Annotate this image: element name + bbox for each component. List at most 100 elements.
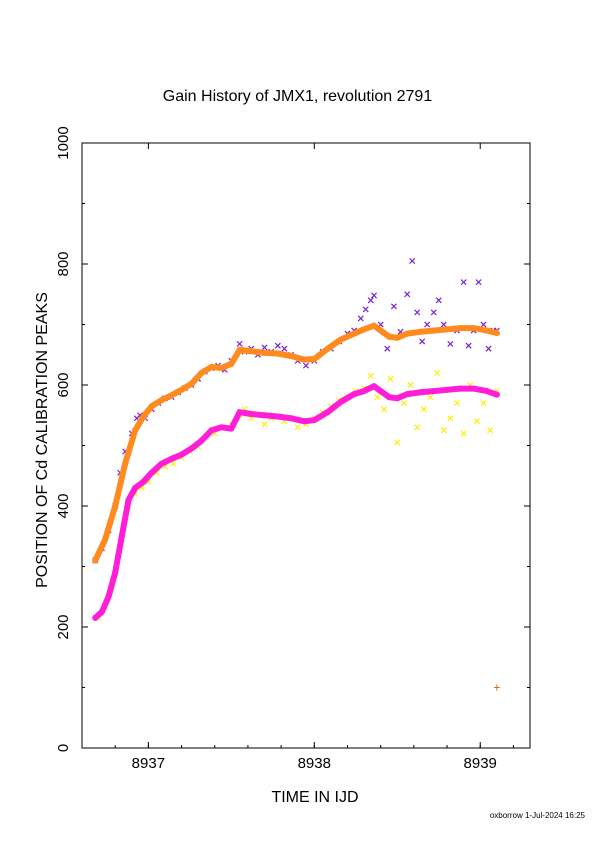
- data-point: [301, 418, 308, 425]
- data-point: [407, 381, 414, 389]
- data-point: [132, 427, 139, 434]
- x-tick-label: 8939: [464, 755, 497, 772]
- data-point: [390, 303, 397, 310]
- data-point: [409, 257, 416, 264]
- x-tick-label: 8938: [298, 755, 331, 772]
- data-point: [460, 279, 467, 286]
- y-tick-label: 1000: [55, 126, 72, 159]
- data-point: [414, 309, 421, 316]
- data-point: [371, 322, 378, 329]
- x-axis-label: TIME IN IJD: [271, 789, 359, 806]
- data-point: [324, 345, 331, 352]
- data-point: [248, 411, 255, 418]
- data-point: [236, 346, 243, 353]
- data-point: [288, 415, 295, 422]
- data-point: [430, 309, 437, 316]
- data-point: [457, 385, 464, 392]
- data-point: [105, 593, 112, 600]
- data-point: [440, 321, 447, 328]
- data-point: [140, 478, 147, 485]
- data-point: [178, 451, 185, 458]
- data-point: [218, 365, 225, 372]
- data-point: [487, 427, 494, 434]
- data-point: [362, 306, 369, 313]
- chart-title: Gain History of JMX1, revolution 2791: [162, 88, 433, 105]
- data-point: [188, 380, 195, 387]
- data-point: [493, 391, 500, 398]
- x-tick-label: 8937: [132, 755, 165, 772]
- data-point: [367, 372, 374, 379]
- data-point: [178, 386, 185, 393]
- y-tick-label: 600: [55, 372, 72, 397]
- data-point: [281, 345, 288, 352]
- data-point: [324, 409, 331, 416]
- data-point: [288, 352, 295, 359]
- data-point: [112, 503, 119, 509]
- data-point: [483, 388, 490, 395]
- data-point: [228, 360, 235, 367]
- data-point: [420, 406, 427, 413]
- data-point: [387, 375, 394, 382]
- data-point: [371, 383, 378, 390]
- data-point: [274, 342, 281, 349]
- data-point: [470, 325, 477, 332]
- data-point: [274, 350, 281, 357]
- data-point: [453, 400, 461, 407]
- data-point: [122, 460, 129, 467]
- data-point: [198, 369, 205, 376]
- data-point: [228, 425, 235, 432]
- data-point: [132, 484, 139, 491]
- data-point: [457, 325, 464, 332]
- data-point: [261, 349, 268, 356]
- data-point: [470, 385, 477, 392]
- data-point: [168, 392, 175, 399]
- data-point: [188, 445, 195, 452]
- data-point: [337, 336, 344, 343]
- data-point: [493, 684, 500, 691]
- series-line: [92, 383, 500, 621]
- data-point: [301, 356, 308, 363]
- data-point: [419, 338, 426, 345]
- data-point: [140, 413, 147, 420]
- data-point: [112, 569, 119, 576]
- data-point: [118, 533, 125, 540]
- y-tick-label: 0: [55, 744, 72, 752]
- data-point: [394, 334, 401, 341]
- data-point: [236, 409, 243, 416]
- y-tick-label: 400: [55, 493, 72, 518]
- data-point: [98, 608, 105, 615]
- data-point: [480, 321, 487, 328]
- y-tick-label: 200: [55, 614, 72, 639]
- data-point: [465, 342, 472, 349]
- data-point: [125, 496, 132, 503]
- data-point: [473, 418, 480, 425]
- data-point: [485, 345, 492, 352]
- data-point: [447, 415, 454, 422]
- data-point: [236, 340, 243, 347]
- data-point: [351, 330, 358, 337]
- data-point: [430, 327, 437, 334]
- data-point: [434, 369, 441, 376]
- data-point: [440, 427, 447, 434]
- data-point: [208, 427, 215, 434]
- data-point: [374, 394, 381, 401]
- data-point: [493, 329, 500, 336]
- data-point: [417, 389, 424, 396]
- data-point: [158, 397, 165, 404]
- data-point: [394, 439, 401, 446]
- data-point: [394, 395, 401, 402]
- data-point: [168, 455, 175, 462]
- data-point: [198, 437, 205, 444]
- data-point: [311, 355, 318, 362]
- data-point: [404, 330, 411, 337]
- data-point: [261, 412, 268, 419]
- data-point: [380, 406, 388, 413]
- data-point: [424, 321, 431, 328]
- data-point: [384, 345, 391, 352]
- series-line: [92, 322, 500, 564]
- data-point: [414, 424, 421, 431]
- data-point: [361, 326, 368, 333]
- data-point: [480, 400, 487, 407]
- data-point: [460, 430, 467, 437]
